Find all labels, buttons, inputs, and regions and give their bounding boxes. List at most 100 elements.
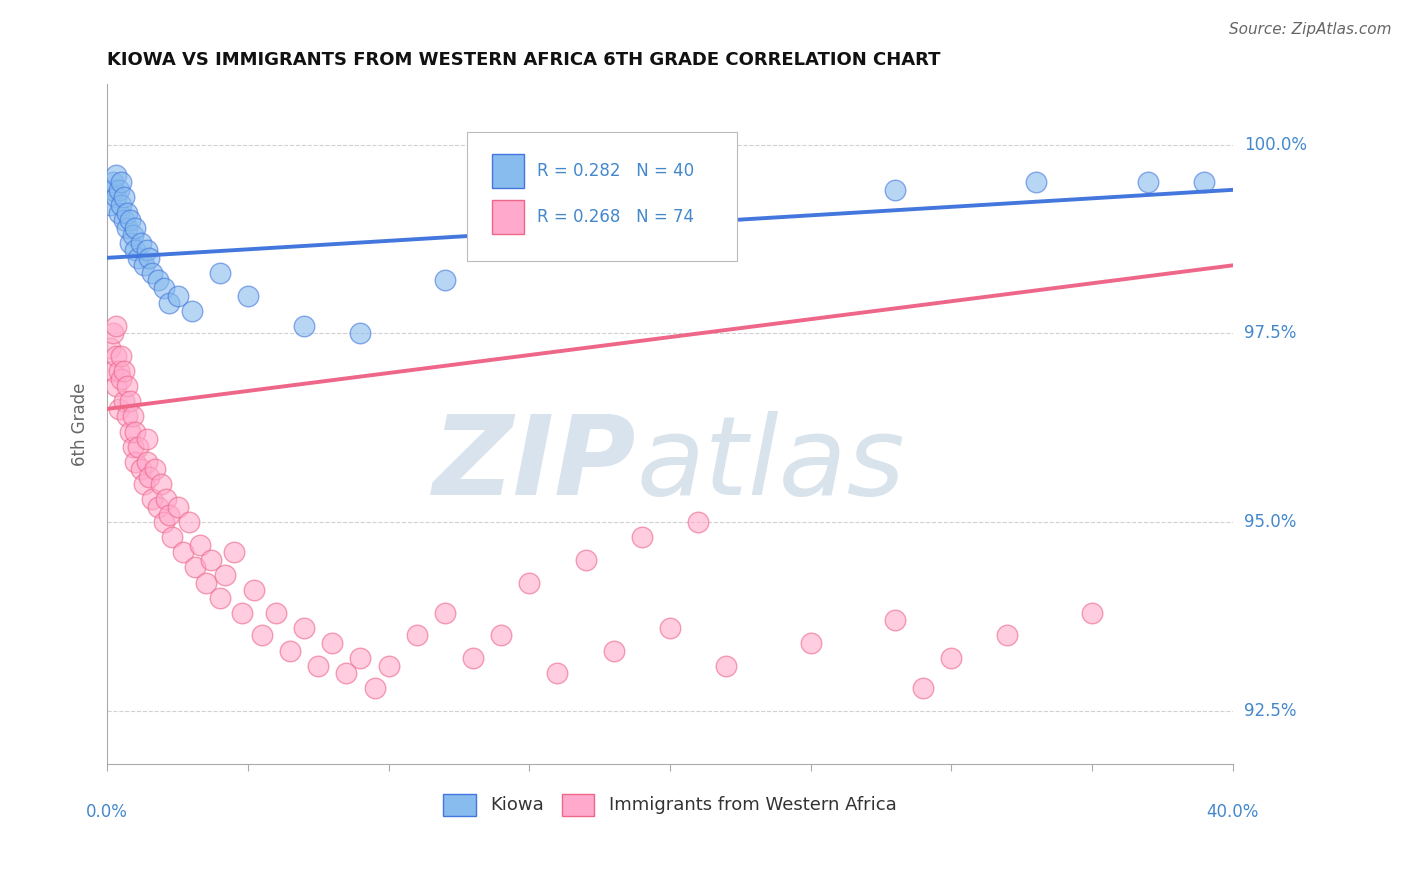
Point xyxy=(101,364,124,378)
Point xyxy=(107,183,129,197)
Point xyxy=(110,175,132,189)
Point xyxy=(574,553,596,567)
Y-axis label: 6th Grade: 6th Grade xyxy=(72,383,89,466)
Point xyxy=(433,606,456,620)
Point xyxy=(630,530,652,544)
Point xyxy=(115,409,138,424)
Point xyxy=(129,235,152,250)
Point xyxy=(546,213,568,227)
Point xyxy=(146,500,169,514)
Point xyxy=(208,266,231,280)
Bar xyxy=(492,200,523,234)
Text: 100.0%: 100.0% xyxy=(1244,136,1306,153)
Point xyxy=(135,244,157,258)
Point xyxy=(157,296,180,310)
Point xyxy=(152,515,174,529)
Point xyxy=(242,583,264,598)
Point xyxy=(912,681,935,696)
Point xyxy=(214,568,236,582)
Bar xyxy=(492,154,523,188)
Point xyxy=(349,651,371,665)
Point xyxy=(292,621,315,635)
Point xyxy=(658,621,681,635)
Point xyxy=(884,183,907,197)
Point xyxy=(377,658,399,673)
Point xyxy=(884,613,907,627)
Point xyxy=(124,425,146,439)
Point xyxy=(98,342,121,356)
Point xyxy=(800,636,823,650)
Point xyxy=(104,168,127,182)
Point xyxy=(98,198,121,212)
Point xyxy=(166,288,188,302)
Point xyxy=(110,198,132,212)
Point xyxy=(155,492,177,507)
Point xyxy=(236,288,259,302)
Point xyxy=(141,492,163,507)
Point xyxy=(222,545,245,559)
Point xyxy=(264,606,287,620)
Point xyxy=(118,235,141,250)
Point xyxy=(118,425,141,439)
Point xyxy=(335,666,357,681)
Point xyxy=(489,628,512,642)
Point xyxy=(118,394,141,409)
Point xyxy=(135,432,157,446)
Point xyxy=(349,326,371,341)
Point xyxy=(250,628,273,642)
Point xyxy=(602,643,624,657)
Text: ZIP: ZIP xyxy=(433,411,636,518)
Text: 92.5%: 92.5% xyxy=(1244,702,1296,720)
Point xyxy=(124,244,146,258)
Point xyxy=(141,266,163,280)
Point xyxy=(121,409,143,424)
Point xyxy=(1194,175,1216,189)
Point xyxy=(124,455,146,469)
Point xyxy=(1137,175,1160,189)
Point xyxy=(1025,175,1047,189)
Point xyxy=(129,462,152,476)
Point xyxy=(278,643,301,657)
Point xyxy=(188,538,211,552)
Point xyxy=(124,220,146,235)
Text: atlas: atlas xyxy=(636,411,905,518)
Point xyxy=(127,251,149,265)
Point xyxy=(461,651,484,665)
Point xyxy=(127,440,149,454)
Text: R = 0.282   N = 40: R = 0.282 N = 40 xyxy=(537,162,695,180)
Point xyxy=(152,281,174,295)
Point xyxy=(104,349,127,363)
Text: Source: ZipAtlas.com: Source: ZipAtlas.com xyxy=(1229,22,1392,37)
Point xyxy=(686,190,709,204)
Point xyxy=(107,205,129,219)
Point xyxy=(405,628,427,642)
Point xyxy=(146,273,169,287)
Point xyxy=(546,666,568,681)
Point xyxy=(107,401,129,416)
Point xyxy=(157,508,180,522)
Point xyxy=(115,205,138,219)
Point xyxy=(138,470,160,484)
Point xyxy=(110,349,132,363)
Point xyxy=(208,591,231,605)
Point xyxy=(104,318,127,333)
Point xyxy=(101,175,124,189)
Point xyxy=(172,545,194,559)
Point xyxy=(180,303,202,318)
Point xyxy=(231,606,253,620)
Text: 0.0%: 0.0% xyxy=(86,803,128,821)
Point xyxy=(1081,606,1104,620)
Point xyxy=(112,394,135,409)
Point xyxy=(686,515,709,529)
Point xyxy=(107,364,129,378)
Point xyxy=(104,379,127,393)
Point xyxy=(138,251,160,265)
Point xyxy=(307,658,329,673)
Point xyxy=(194,575,217,590)
Point xyxy=(321,636,343,650)
FancyBboxPatch shape xyxy=(467,132,737,260)
Text: KIOWA VS IMMIGRANTS FROM WESTERN AFRICA 6TH GRADE CORRELATION CHART: KIOWA VS IMMIGRANTS FROM WESTERN AFRICA … xyxy=(107,51,941,69)
Point xyxy=(104,190,127,204)
Point xyxy=(143,462,166,476)
Point xyxy=(115,379,138,393)
